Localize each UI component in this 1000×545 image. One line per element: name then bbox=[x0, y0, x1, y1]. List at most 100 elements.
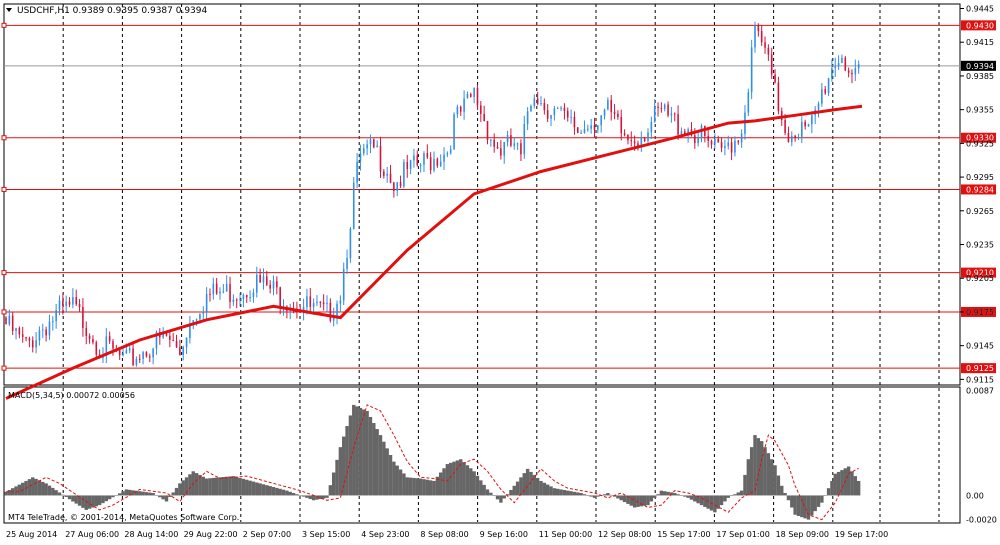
candle-body bbox=[844, 57, 847, 71]
macd-bar bbox=[632, 495, 637, 508]
time-axis-label: 9 Sep 16:00 bbox=[480, 530, 528, 539]
price-panel-frame bbox=[3, 3, 961, 386]
candle-body bbox=[516, 143, 519, 145]
candle-body bbox=[346, 258, 348, 270]
candle-body bbox=[82, 306, 84, 328]
macd-bar bbox=[241, 478, 246, 496]
macd-bar bbox=[355, 406, 359, 496]
macd-bar bbox=[462, 462, 466, 496]
level-handle[interactable] bbox=[1, 22, 7, 28]
candle-body bbox=[493, 139, 495, 147]
candle-body bbox=[583, 129, 586, 133]
macd-bar bbox=[746, 459, 751, 496]
macd-bar bbox=[562, 490, 567, 496]
candle-body bbox=[506, 135, 509, 143]
macd-bar bbox=[4, 491, 8, 496]
candle-body bbox=[225, 284, 228, 292]
level-price-tag bbox=[961, 184, 996, 195]
candle-body bbox=[610, 99, 613, 112]
candle-body bbox=[399, 182, 402, 187]
candle-body bbox=[25, 336, 27, 339]
macd-bar bbox=[636, 495, 640, 507]
candle-body bbox=[673, 113, 676, 115]
macd-bar bbox=[556, 488, 560, 496]
macd-bar bbox=[398, 469, 403, 496]
price-axis[interactable]: 0.9445 0.9415 0.9385 0.9355 0.9325 0.9295 0.92… bbox=[960, 4, 994, 384]
candle-body bbox=[449, 149, 452, 154]
candle-body bbox=[811, 115, 813, 125]
level-price-tag bbox=[961, 132, 996, 143]
time-axis-label: 28 Aug 14:00 bbox=[124, 530, 178, 539]
macd-bar bbox=[331, 472, 336, 496]
candle-body bbox=[443, 154, 445, 162]
candle-body bbox=[587, 128, 589, 130]
macd-bar bbox=[716, 495, 720, 509]
macd-bar bbox=[693, 495, 697, 502]
macd-bar bbox=[492, 495, 496, 497]
candle-body bbox=[302, 307, 305, 313]
candle-body bbox=[21, 334, 24, 337]
candle-body bbox=[38, 330, 41, 341]
macd-bar bbox=[342, 436, 346, 496]
macd-bar bbox=[238, 477, 242, 496]
macd-bar bbox=[412, 477, 416, 496]
level-handle[interactable] bbox=[1, 135, 7, 141]
candle-body bbox=[235, 299, 238, 301]
macd-bar bbox=[235, 477, 239, 496]
macd-bar bbox=[686, 495, 690, 498]
macd-bar bbox=[408, 477, 413, 496]
candle-body bbox=[530, 105, 532, 112]
macd-bar bbox=[198, 474, 202, 496]
candle-body bbox=[336, 303, 338, 316]
macd-bar bbox=[221, 477, 226, 496]
candle-body bbox=[88, 335, 91, 339]
level-handle[interactable] bbox=[1, 365, 7, 371]
macd-bar bbox=[368, 416, 373, 496]
candle-body bbox=[189, 323, 191, 338]
candle-body bbox=[145, 352, 148, 357]
macd-bar bbox=[793, 495, 797, 515]
macd-bar bbox=[432, 480, 436, 496]
macd-bar bbox=[131, 490, 135, 496]
candle-body bbox=[373, 139, 375, 148]
candle-body bbox=[199, 313, 201, 320]
candle-body bbox=[28, 338, 31, 341]
candle-body bbox=[683, 131, 686, 135]
macd-bar bbox=[783, 493, 787, 496]
candle-body bbox=[500, 148, 502, 156]
candle-body bbox=[179, 347, 181, 355]
level-handle[interactable] bbox=[1, 309, 7, 315]
horizontal-levels[interactable]: 0.9430 0.9330 0.9284 0.9210 0.9175 0.9125 0.93… bbox=[1, 20, 996, 374]
macd-bar bbox=[773, 465, 777, 496]
level-handle[interactable] bbox=[1, 270, 7, 276]
macd-bar bbox=[646, 495, 650, 506]
time-axis-label: 17 Sep 01:00 bbox=[716, 530, 769, 539]
candle-body bbox=[466, 94, 469, 99]
macd-bar bbox=[138, 491, 142, 496]
macd-tick-label: 0.00 bbox=[966, 491, 984, 500]
macd-bar bbox=[54, 490, 58, 496]
level-handle[interactable] bbox=[1, 186, 7, 192]
candle-body bbox=[496, 146, 499, 149]
candle-body bbox=[553, 108, 556, 116]
macd-bar bbox=[318, 495, 323, 500]
macd-bar bbox=[512, 485, 516, 496]
time-axis-label: 4 Sep 23:00 bbox=[361, 530, 409, 539]
candle-body bbox=[128, 348, 131, 351]
macd-bar bbox=[790, 495, 794, 508]
price-tick-label: 0.9115 bbox=[966, 375, 994, 384]
macd-bar bbox=[723, 495, 727, 502]
candle-body bbox=[817, 103, 820, 110]
menu-triangle-icon[interactable] bbox=[6, 8, 12, 12]
candle-body bbox=[767, 47, 770, 55]
candle-body bbox=[75, 297, 78, 305]
candle-body bbox=[633, 141, 636, 144]
candle-body bbox=[453, 114, 455, 150]
macd-bar bbox=[37, 480, 42, 496]
candle-body bbox=[366, 144, 368, 149]
candle-body bbox=[597, 125, 599, 130]
macd-bar bbox=[522, 473, 526, 496]
macd-bar bbox=[104, 495, 109, 502]
